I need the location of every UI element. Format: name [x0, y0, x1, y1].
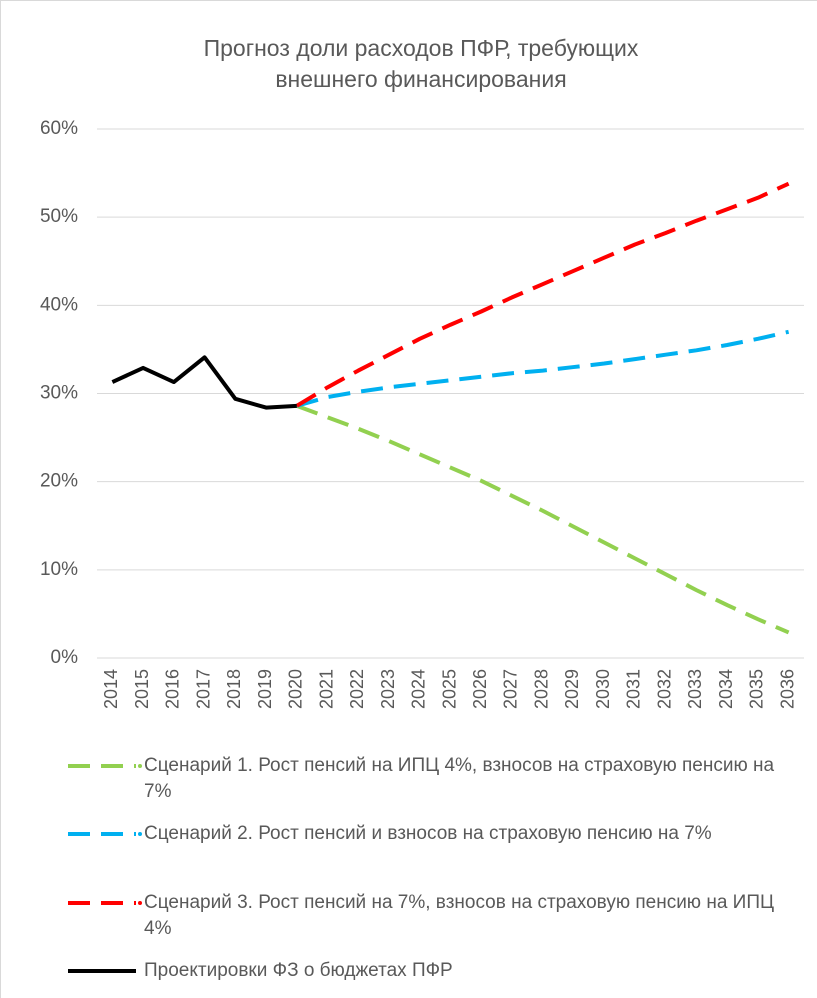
legend-dot [138, 764, 142, 768]
x-tick-label: 2015 [132, 669, 152, 709]
x-tick-label: 2032 [654, 669, 674, 709]
x-tick-label: 2017 [193, 669, 213, 709]
x-tick-label: 2033 [685, 669, 705, 709]
y-tick-label: 0% [51, 647, 79, 668]
x-tick-label: 2025 [439, 669, 459, 709]
x-tick-label: 2019 [255, 669, 275, 709]
x-tick-label: 2026 [470, 669, 490, 709]
x-tick-label: 2031 [624, 669, 644, 709]
series-line [295, 181, 790, 408]
legend-label: Сценарий 1. Рост пенсий на ИПЦ 4%, взнос… [144, 755, 775, 802]
legend-label: Проектировки ФЗ о бюджетах ПФР [144, 960, 453, 981]
x-tick-label: 2034 [716, 669, 736, 709]
x-tick-label: 2028 [531, 669, 551, 709]
x-tick-label: 2021 [316, 669, 336, 709]
x-tick-label: 2020 [286, 669, 306, 709]
legend-label: Сценарий 3. Рост пенсий на 7%, взносов н… [144, 892, 775, 939]
y-tick-label: 40% [40, 294, 78, 315]
legend-dot [138, 901, 142, 905]
legend-label: Сценарий 2. Рост пенсий и взносов на стр… [144, 823, 712, 844]
x-tick-label: 2027 [501, 669, 521, 709]
series-line [296, 329, 790, 408]
x-tick-label: 2024 [409, 669, 429, 709]
x-tick-label: 2014 [101, 669, 121, 709]
series-line [111, 355, 297, 410]
legend-dot [138, 832, 142, 836]
y-tick-label: 20% [40, 471, 78, 492]
x-tick-label: 2018 [224, 669, 244, 709]
series-line [296, 403, 790, 635]
y-tick-label: 50% [40, 206, 78, 227]
x-tick-label: 2023 [378, 669, 398, 709]
x-tick-label: 2036 [777, 669, 797, 709]
y-tick-label: 60% [40, 118, 78, 139]
chart-title: Прогноз доли расходов ПФР, требующих вне… [203, 35, 639, 92]
x-tick-label: 2030 [593, 669, 613, 709]
y-tick-label: 10% [40, 559, 78, 580]
x-tick-label: 2035 [747, 669, 767, 709]
x-tick-label: 2016 [163, 669, 183, 709]
y-tick-label: 30% [40, 383, 78, 404]
x-tick-label: 2022 [347, 669, 367, 709]
x-tick-label: 2029 [562, 669, 582, 709]
